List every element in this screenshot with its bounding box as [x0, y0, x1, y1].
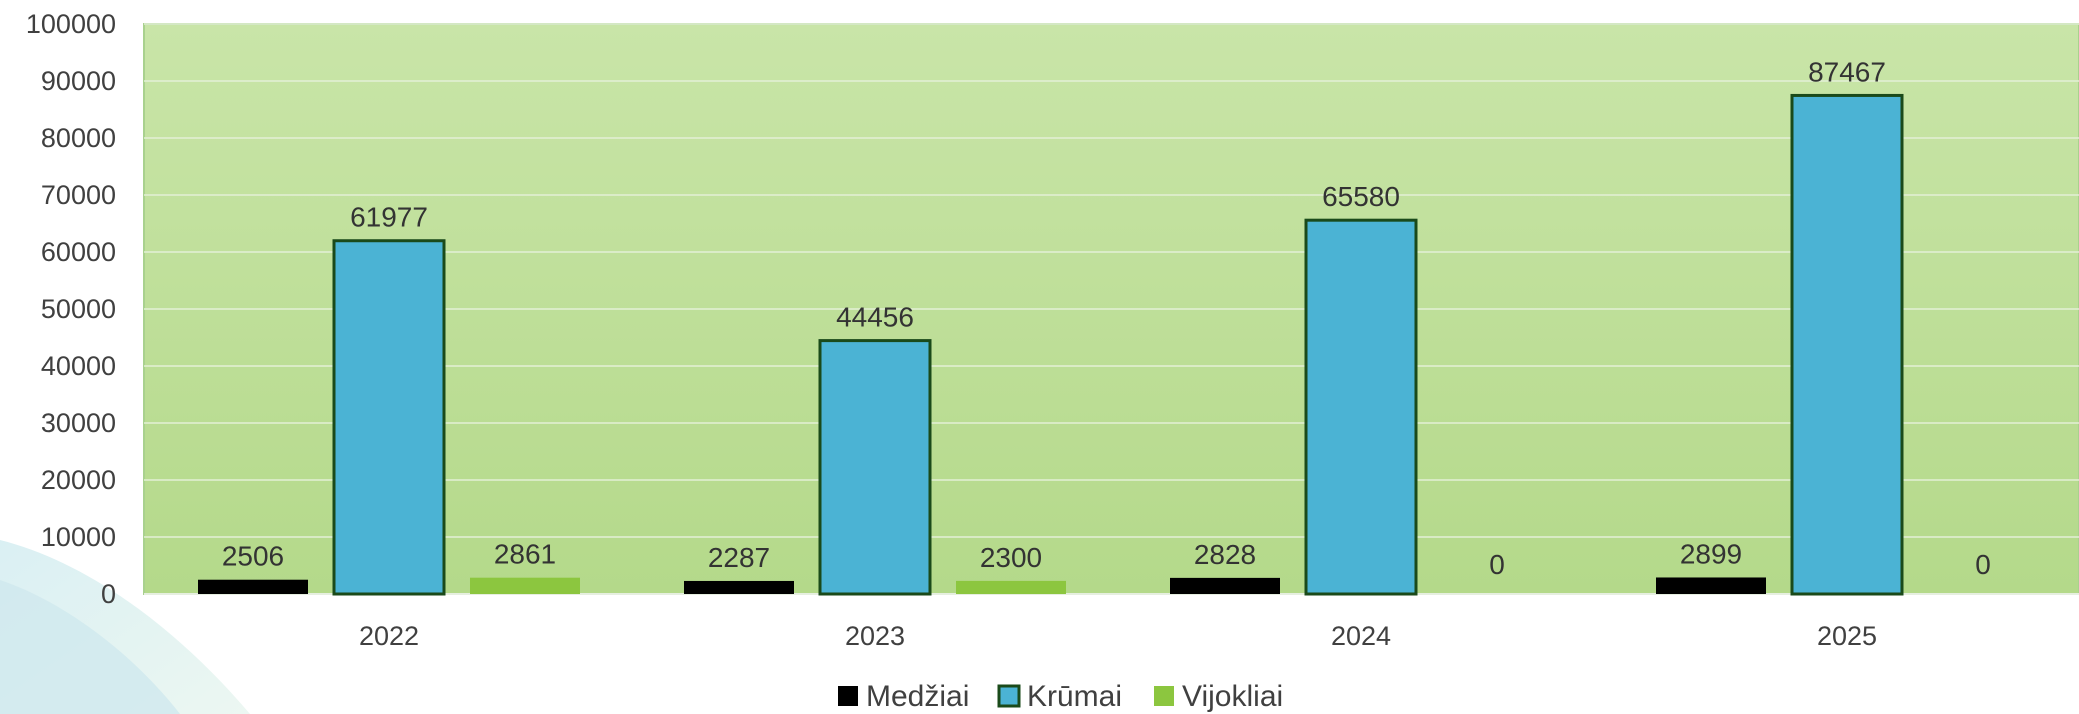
- y-tick-label: 90000: [41, 66, 116, 96]
- bar: [198, 579, 308, 594]
- y-tick-label: 50000: [41, 294, 116, 324]
- legend-label: Krūmai: [1027, 680, 1122, 713]
- data-label: 61977: [350, 202, 428, 233]
- data-label: 2287: [708, 542, 770, 573]
- data-label: 2899: [1680, 538, 1742, 569]
- y-tick-label: 40000: [41, 351, 116, 381]
- y-tick-label: 60000: [41, 237, 116, 267]
- x-tick-label: 2022: [359, 621, 419, 651]
- bar: [1304, 218, 1418, 596]
- data-label: 2861: [494, 539, 556, 570]
- y-tick-label: 30000: [41, 408, 116, 438]
- y-tick-label: 20000: [41, 465, 116, 495]
- x-tick-label: 2024: [1331, 621, 1391, 651]
- data-label: 2506: [222, 541, 284, 572]
- data-label: 2828: [1194, 539, 1256, 570]
- bar: [332, 239, 446, 596]
- legend-swatch: [838, 686, 858, 706]
- x-tick-label: 2023: [845, 621, 905, 651]
- legend-label: Vijokliai: [1182, 680, 1283, 713]
- decorative-swoosh: [0, 540, 250, 714]
- y-tick-label: 70000: [41, 180, 116, 210]
- bar: [818, 339, 932, 596]
- bar: [470, 577, 580, 594]
- data-label: 0: [1489, 549, 1505, 580]
- x-tick-label: 2025: [1817, 621, 1877, 651]
- y-tick-label: 100000: [26, 9, 116, 39]
- data-label: 87467: [1808, 56, 1886, 87]
- bar: [1656, 577, 1766, 594]
- data-labels: 2506 61977 2861 2287 44456 2300 2828 65580 0 2899…: [222, 56, 1991, 580]
- legend-swatch: [997, 684, 1021, 708]
- y-tick-label: 80000: [41, 123, 116, 153]
- data-label: 2300: [980, 542, 1042, 573]
- y-axis: 0 10000 20000 30000 40000 50000 60000 70000 8000…: [26, 9, 116, 609]
- bar: [956, 580, 1066, 594]
- legend: Medžiai Krūmai Vijokliai: [838, 680, 1283, 713]
- y-tick-label: 0: [101, 579, 116, 609]
- x-axis: 2022 2023 2024 2025: [359, 621, 1877, 651]
- legend-label: Medžiai: [866, 680, 969, 713]
- bars: [198, 93, 1904, 596]
- data-label: 65580: [1322, 181, 1400, 212]
- bar: [1790, 93, 1904, 596]
- bar: [684, 580, 794, 594]
- bar: [1170, 577, 1280, 594]
- data-label: 0: [1975, 549, 1991, 580]
- legend-swatch: [1154, 686, 1174, 706]
- y-tick-label: 10000: [41, 522, 116, 552]
- data-label: 44456: [836, 302, 914, 333]
